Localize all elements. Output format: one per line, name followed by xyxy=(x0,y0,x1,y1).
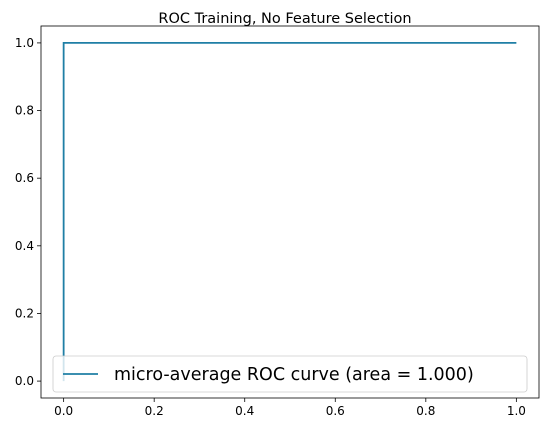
series-layer xyxy=(62,42,517,382)
roc-curve-line xyxy=(62,42,517,382)
x-axis: 0.0 0.2 0.4 0.6 0.8 1.0 xyxy=(54,398,526,418)
y-tick-label: 0.6 xyxy=(15,171,34,185)
y-tick-label: 0.0 xyxy=(15,374,34,388)
y-tick-label: 0.2 xyxy=(15,306,34,320)
x-tick-label: 0.4 xyxy=(235,404,254,418)
legend: micro-average ROC curve (area = 1.000) xyxy=(52,355,528,393)
y-tick-label: 0.8 xyxy=(15,104,34,118)
x-tick-label: 1.0 xyxy=(507,404,526,418)
x-tick-label: 0.6 xyxy=(326,404,345,418)
y-tick-label: 1.0 xyxy=(15,36,34,50)
x-tick-label: 0.2 xyxy=(145,404,164,418)
legend-label: micro-average ROC curve (area = 1.000) xyxy=(114,365,474,385)
chart-title: ROC Training, No Feature Selection xyxy=(158,11,411,27)
y-tick-label: 0.4 xyxy=(15,239,34,253)
y-axis: 0.0 0.2 0.4 0.6 0.8 1.0 xyxy=(15,36,41,388)
x-tick-label: 0.8 xyxy=(416,404,435,418)
legend-box xyxy=(52,355,528,393)
x-tick-label: 0.0 xyxy=(54,404,73,418)
plot-frame xyxy=(40,25,540,399)
